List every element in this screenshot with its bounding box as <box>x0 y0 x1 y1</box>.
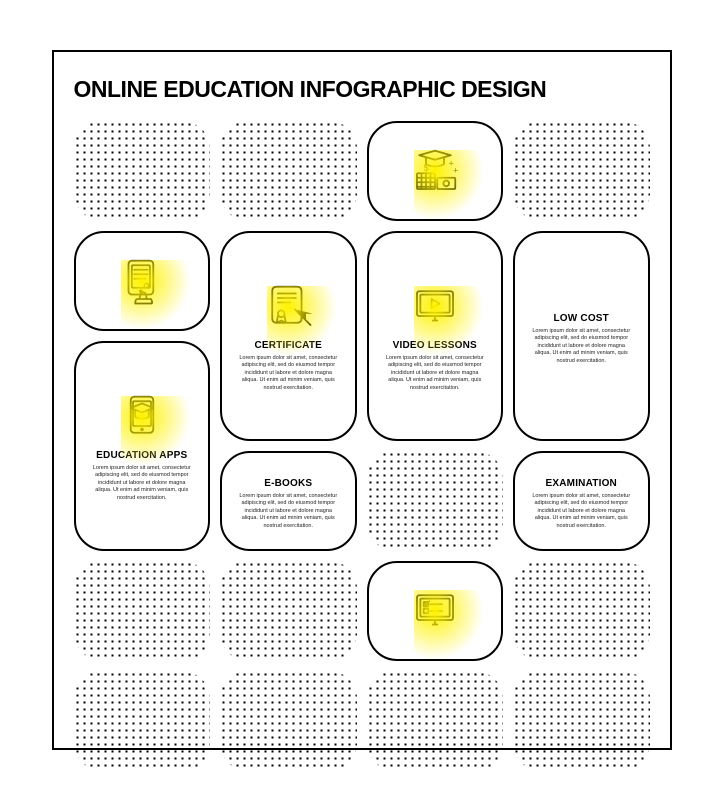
card-grid: $ + + <box>74 121 650 771</box>
dotted-tile <box>367 451 504 551</box>
card-body: Lorem ipsum dolor sit amet, consectetur … <box>232 493 345 530</box>
card-body: Lorem ipsum dolor sit amet, consectetur … <box>525 328 638 365</box>
card-low-cost-text: LOW COST Lorem ipsum dolor sit amet, con… <box>513 231 650 441</box>
card-low-cost-icon: $ + + <box>367 121 504 221</box>
dotted-tile <box>513 671 650 771</box>
card-tablet-icon <box>74 231 211 331</box>
tablet-touch-icon <box>115 254 169 308</box>
dotted-tile <box>513 561 650 661</box>
card-examination-text: EXAMINATION Lorem ipsum dolor sit amet, … <box>513 451 650 551</box>
page-title: ONLINE EDUCATION INFOGRAPHIC DESIGN <box>74 76 650 103</box>
svg-text:$: $ <box>424 163 429 173</box>
card-body: Lorem ipsum dolor sit amet, consectetur … <box>232 355 345 392</box>
video-lessons-icon <box>408 280 462 334</box>
card-label: LOW COST <box>554 313 609 324</box>
card-label: EXAMINATION <box>546 478 617 489</box>
dotted-tile <box>74 121 211 221</box>
svg-text:+: + <box>453 165 458 175</box>
dotted-tile <box>367 671 504 771</box>
dotted-tile <box>220 671 357 771</box>
low-cost-icon: $ + + <box>408 144 462 198</box>
certificate-icon <box>261 280 315 334</box>
card-body: Lorem ipsum dolor sit amet, consectetur … <box>86 465 199 502</box>
svg-text:+: + <box>448 159 453 169</box>
card-certificate: CERTIFICATE Lorem ipsum dolor sit amet, … <box>220 231 357 441</box>
dotted-tile <box>220 121 357 221</box>
infographic-frame: ONLINE EDUCATION INFOGRAPHIC DESIGN $ + <box>52 50 672 750</box>
examination-icon <box>408 584 462 638</box>
dotted-tile <box>74 561 211 661</box>
education-apps-icon <box>115 390 169 444</box>
card-body: Lorem ipsum dolor sit amet, consectetur … <box>525 493 638 530</box>
card-video-lessons: VIDEO LESSONS Lorem ipsum dolor sit amet… <box>367 231 504 441</box>
card-examination-icon <box>367 561 504 661</box>
card-ebooks-text: E-BOOKS Lorem ipsum dolor sit amet, cons… <box>220 451 357 551</box>
dotted-tile <box>513 121 650 221</box>
card-education-apps: EDUCATION APPS Lorem ipsum dolor sit ame… <box>74 341 211 551</box>
dotted-tile <box>220 561 357 661</box>
card-label: E-BOOKS <box>264 478 312 489</box>
card-body: Lorem ipsum dolor sit amet, consectetur … <box>379 355 492 392</box>
dotted-tile <box>74 671 211 771</box>
